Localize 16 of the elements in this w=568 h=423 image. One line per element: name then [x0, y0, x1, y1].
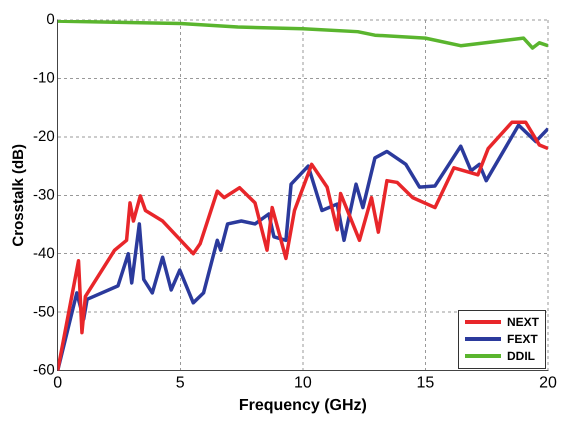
y-axis-title: Crosstalk (dB)	[10, 144, 28, 247]
y-tick-label: -20	[32, 128, 55, 146]
y-tick-label: -30	[32, 186, 55, 204]
legend-label: FEXT	[506, 332, 538, 346]
legend-label: NEXT	[506, 315, 539, 330]
x-tick-label: 20	[539, 374, 557, 392]
y-tick-label: -40	[32, 244, 55, 262]
x-tick-label: 5	[176, 374, 185, 392]
x-tick-label: 10	[294, 374, 312, 392]
legend-label: DDIL	[506, 349, 535, 364]
y-tick-label: -50	[32, 303, 55, 320]
y-tick-label: 0	[46, 11, 55, 28]
x-axis-title: Frequency (GHz)	[238, 396, 367, 414]
y-tick-label: -60	[32, 362, 55, 379]
x-tick-label: 15	[416, 374, 434, 392]
y-tick-label: -10	[32, 70, 55, 87]
